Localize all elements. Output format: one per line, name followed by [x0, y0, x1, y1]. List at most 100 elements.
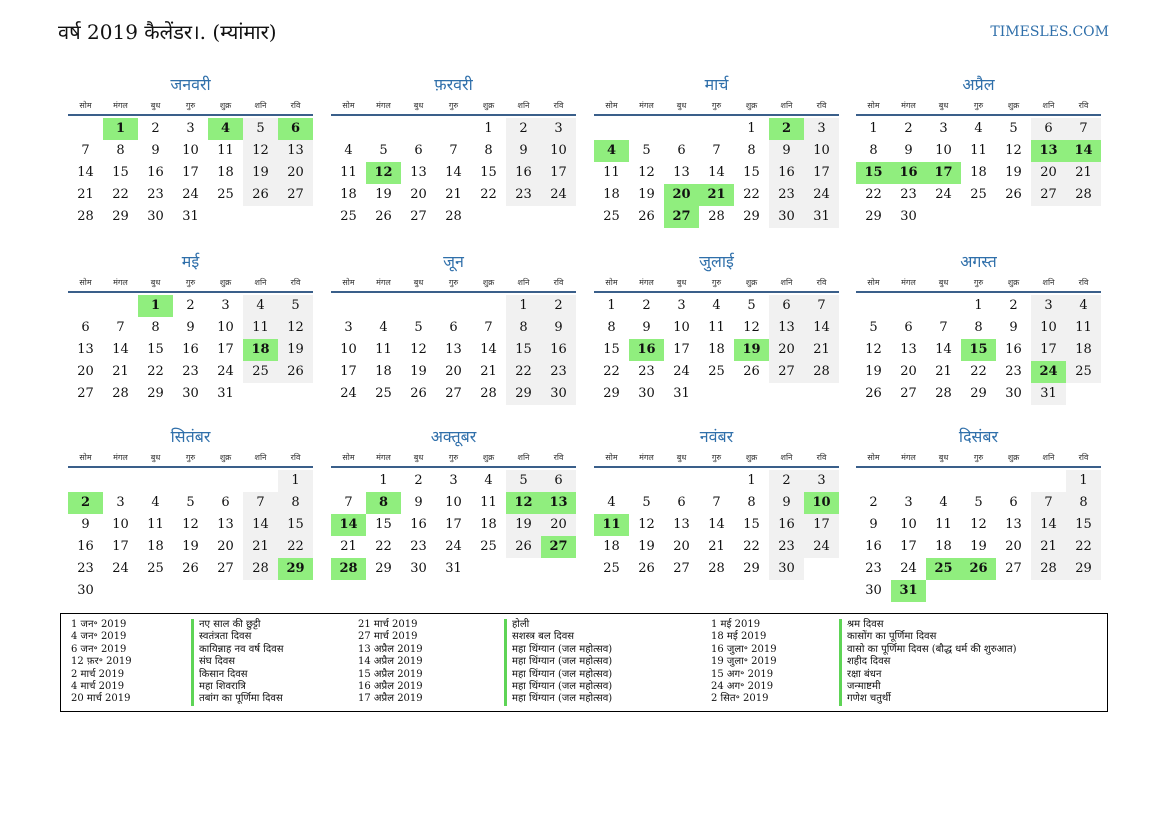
empty-cell: [138, 470, 173, 492]
day-grid: 1 2 3 4 5 6 7 8 9 10 11 12 13 14 15 16 17 18 19 20 21 22 23 24 2…: [594, 470, 839, 580]
empty-cell: [926, 470, 961, 492]
empty-cell: [68, 470, 103, 492]
day-grid: 1 2 3 4 5 6 7 8 9 10 11 12 13 14 15 16 17 18 19 20 21 22 23 24 2…: [594, 295, 839, 405]
day-cell: 16: [410, 517, 427, 532]
day-cell: 27: [900, 386, 917, 401]
weekday-label: शुक्र: [219, 278, 232, 287]
holiday-day: 16: [891, 162, 926, 184]
day-cell: 12: [278, 317, 313, 339]
day-grid: 1 2 3 4 5 6 7 8 9 10 11 12 13 14 15 16 17 18 19 20 21 22 23 24 2…: [331, 295, 576, 405]
day-cell: 11: [375, 342, 392, 357]
day-cell: 9: [769, 492, 804, 514]
day-cell: 30: [769, 558, 804, 580]
weekday-label: बुध: [150, 278, 161, 287]
day-cell: 17: [340, 364, 357, 379]
day-cell: 22: [970, 364, 987, 379]
day-cell: 27: [278, 184, 313, 206]
day-grid: 1 2 3 4 5 6 7 8 9 10 11 12 13 14 15 16 17 18 19 20 21 22 23 24 2…: [856, 118, 1101, 228]
day-cell: 10: [445, 495, 462, 510]
holiday-day: 4: [594, 140, 629, 162]
day-cell: 15: [743, 517, 760, 532]
day-cell: 3: [541, 118, 576, 140]
legend-holiday-name: महा थिंग्यान (जल महोत्सव): [504, 656, 612, 669]
legend-date: 6 जन॰ 2019: [71, 643, 127, 655]
day-cell: 3: [939, 121, 948, 136]
day-cell: 11: [603, 165, 620, 180]
holiday-day: 2: [769, 118, 804, 140]
day-cell: 5: [974, 495, 983, 510]
day-cell: 27: [77, 386, 94, 401]
day-cell: 6: [677, 495, 686, 510]
holiday-day: 24: [1031, 361, 1066, 383]
empty-cell: [103, 295, 138, 317]
day-cell: 17: [541, 162, 576, 184]
day-cell: 1: [379, 473, 388, 488]
weekday-label: रवि: [290, 453, 301, 462]
day-cell: 9: [81, 517, 90, 532]
day-cell: 30: [900, 209, 917, 224]
day-cell: 11: [708, 320, 725, 335]
day-cell: 22: [743, 539, 760, 554]
day-cell: 20: [900, 364, 917, 379]
day-cell: 16: [506, 162, 541, 184]
day-cell: 5: [1009, 121, 1018, 136]
day-cell: 16: [1005, 342, 1022, 357]
weekday-label: रवि: [290, 278, 301, 287]
day-cell: 5: [869, 320, 878, 335]
weekday-label: शनि: [1042, 278, 1055, 287]
day-cell: 17: [900, 539, 917, 554]
weekday-label: मंगल: [376, 101, 391, 110]
day-cell: 17: [112, 539, 129, 554]
day-cell: 17: [182, 165, 199, 180]
day-cell: 7: [344, 495, 353, 510]
empty-cell: [594, 470, 629, 492]
holiday-day: 16: [629, 339, 664, 361]
site-link[interactable]: TIMESLES.COM: [990, 24, 1109, 40]
weekday-label: गुरु: [185, 101, 196, 110]
day-cell: 13: [1005, 517, 1022, 532]
day-cell: 19: [638, 187, 655, 202]
day-cell: 23: [638, 364, 655, 379]
day-cell: 28: [480, 386, 497, 401]
weekday-label: रवि: [290, 101, 301, 110]
day-cell: 29: [375, 561, 392, 576]
day-cell: 7: [712, 143, 721, 158]
day-cell: 30: [182, 386, 199, 401]
day-cell: 22: [147, 364, 164, 379]
day-cell: 12: [638, 517, 655, 532]
legend-holiday-name: कासोंग का पूर्णिमा दिवस: [839, 631, 1017, 644]
day-cell: 10: [804, 140, 839, 162]
day-cell: 4: [712, 298, 721, 313]
day-cell: 25: [340, 209, 357, 224]
day-cell: 4: [939, 495, 948, 510]
day-cell: 28: [1031, 558, 1066, 580]
day-cell: 5: [186, 495, 195, 510]
day-cell: 28: [445, 209, 462, 224]
legend-date: 21 मार्च 2019: [358, 619, 418, 630]
weekday-label: शनि: [780, 453, 793, 462]
day-cell: 3: [904, 495, 913, 510]
day-cell: 13: [410, 165, 427, 180]
legend-dates-2: 21 मार्च 2019 27 मार्च 2019 13 अप्रैल 2019…: [358, 619, 423, 706]
day-cell: 22: [112, 187, 129, 202]
day-cell: 19: [375, 187, 392, 202]
day-cell: 2: [904, 121, 913, 136]
weekday-label: गुरु: [185, 278, 196, 287]
day-cell: 24: [182, 187, 199, 202]
day-cell: 19: [506, 514, 541, 536]
month-name: मार्च: [704, 75, 729, 94]
day-cell: 20: [1005, 539, 1022, 554]
day-cell: 26: [638, 209, 655, 224]
weekday-header: सोम मंगल बुध गुरु शुक्र शनि रवि: [856, 450, 1101, 468]
empty-cell: [471, 295, 506, 317]
weekday-label: मंगल: [639, 101, 654, 110]
day-cell: 21: [935, 364, 952, 379]
day-cell: 3: [804, 118, 839, 140]
day-cell: 15: [603, 342, 620, 357]
day-cell: 6: [221, 495, 230, 510]
day-cell: 1: [974, 298, 983, 313]
day-cell: 31: [1031, 383, 1066, 405]
weekday-label: रवि: [553, 453, 564, 462]
legend-date: 18 मई 2019: [711, 631, 767, 643]
day-cell: 10: [340, 342, 357, 357]
